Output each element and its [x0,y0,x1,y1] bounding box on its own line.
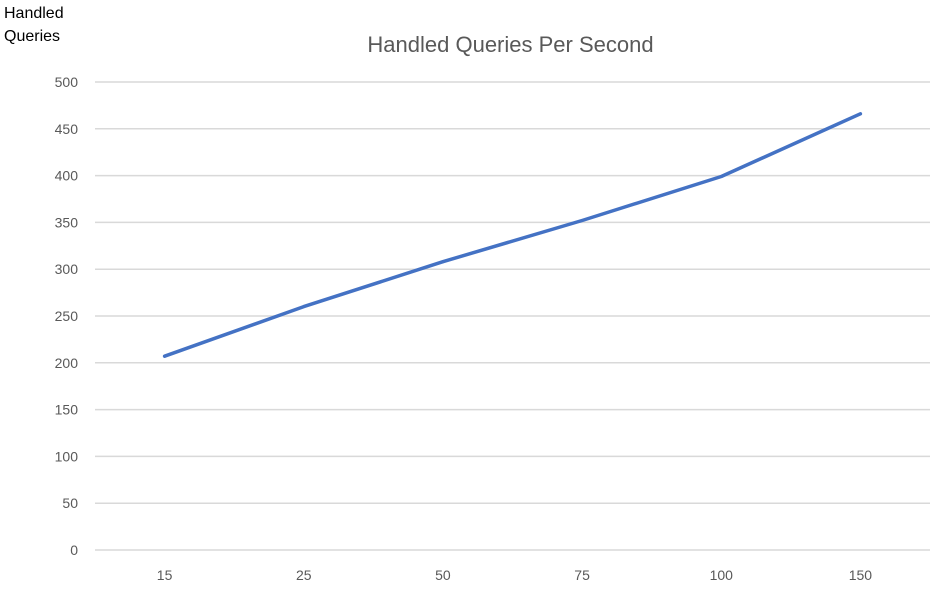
y-tick-label: 450 [55,121,79,137]
y-tick-label: 100 [55,448,79,464]
x-tick-label: 15 [157,567,173,583]
y-axis-ticks: 0 50 100 150 200 250 300 350 400 450 500 [55,74,79,558]
data-point [858,112,862,116]
data-point [302,305,306,309]
y-tick-label: 350 [55,214,79,230]
x-tick-label: 75 [574,567,590,583]
data-point [580,219,584,223]
data-point [719,175,723,179]
y-tick-label: 400 [55,168,79,184]
series-line [162,112,863,358]
x-tick-label: 150 [849,567,873,583]
gridlines [95,81,930,551]
x-tick-label: 25 [296,567,312,583]
series-layer [162,112,863,358]
y-tick-label: 250 [55,308,79,324]
x-tick-label: 50 [435,567,451,583]
y-tick-label: 0 [70,542,78,558]
y-tick-label: 200 [55,355,79,371]
x-axis-ticks: 15 25 50 75 100 150 [157,567,873,583]
y-tick-label: 50 [62,495,78,511]
y-axis-label: Handled Queries [4,5,64,45]
data-point [441,260,445,264]
chart-title: Handled Queries Per Second [367,32,654,57]
y-tick-label: 500 [55,74,79,90]
data-point [163,354,167,358]
x-tick-label: 100 [710,567,734,583]
y-tick-label: 300 [55,261,79,277]
y-tick-label: 150 [55,402,79,418]
